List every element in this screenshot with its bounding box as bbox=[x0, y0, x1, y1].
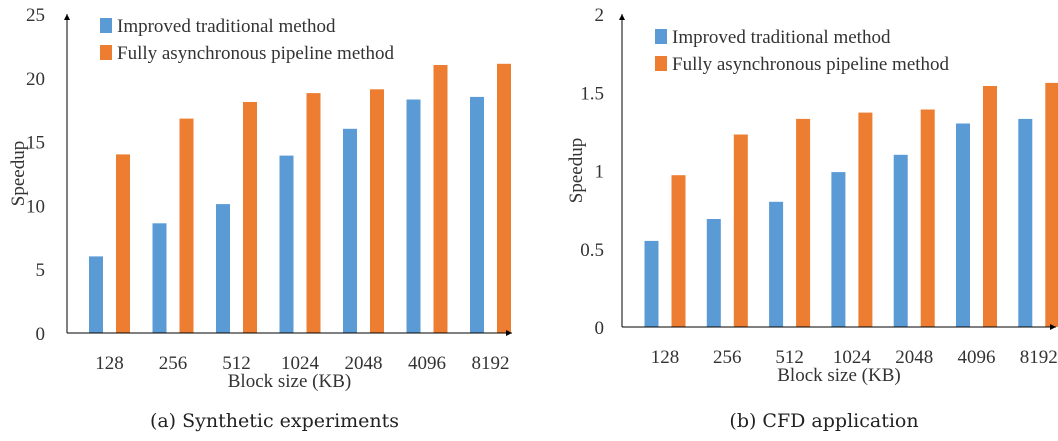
legend-label: Improved traditional method bbox=[117, 16, 336, 37]
y-axis-arrow bbox=[64, 14, 70, 20]
y-axis-title: Speedup bbox=[566, 138, 587, 203]
bar-fully-async-pipeline-8192 bbox=[1045, 82, 1058, 328]
y-tick-label: 15 bbox=[26, 133, 45, 154]
x-tick-label: 512 bbox=[222, 353, 251, 374]
chart-synthetic-experiments: 0 5 10 15 20 25 128 256 512 1024 2048 4096 8192 Block… bbox=[8, 5, 512, 432]
legend-label: Fully asynchronous pipeline method bbox=[672, 54, 950, 75]
bar-improved-traditional-128 bbox=[644, 240, 659, 327]
bar-improved-traditional-4096 bbox=[956, 123, 970, 327]
bar-improved-traditional-8192 bbox=[1018, 118, 1033, 328]
y-tick-label: 2 bbox=[595, 5, 605, 26]
bar-improved-traditional-512 bbox=[769, 201, 784, 327]
x-tick-label: 128 bbox=[651, 347, 680, 368]
bar-improved-traditional-2048 bbox=[893, 154, 908, 327]
bar-improved-traditional-256 bbox=[706, 219, 721, 327]
bar-fully-async-pipeline-512 bbox=[796, 118, 811, 328]
y-tick-label: 1.5 bbox=[580, 83, 604, 104]
x-tick-label: 4096 bbox=[958, 347, 996, 368]
legend-swatch bbox=[100, 45, 112, 60]
legend-swatch bbox=[100, 18, 112, 33]
y-tick-label: 0.5 bbox=[580, 240, 604, 261]
x-tick-label: 256 bbox=[713, 347, 742, 368]
x-tick-label: 8192 bbox=[472, 353, 510, 374]
legend-swatch bbox=[655, 56, 667, 71]
x-tick-label: 1024 bbox=[281, 353, 320, 374]
y-tick-label: 0 bbox=[595, 318, 605, 339]
bar-improved-traditional-256 bbox=[152, 223, 167, 333]
y-axis-title: Speedup bbox=[8, 141, 29, 206]
figure-caption: (a) Synthetic experiments bbox=[150, 410, 399, 432]
legend-label: Improved traditional method bbox=[672, 27, 891, 48]
bar-fully-async-pipeline-128 bbox=[671, 175, 686, 327]
y-tick-label: 25 bbox=[26, 5, 45, 26]
x-tick-label: 256 bbox=[159, 353, 188, 374]
x-axis-title: Block size (KB) bbox=[228, 371, 351, 392]
bar-improved-traditional-1024 bbox=[831, 172, 846, 327]
bar-fully-async-pipeline-1024 bbox=[858, 112, 873, 327]
x-tick-label: 2048 bbox=[345, 353, 383, 374]
bar-fully-async-pipeline-4096 bbox=[983, 86, 997, 327]
y-tick-label: 10 bbox=[26, 196, 45, 217]
chart-a-svg: 0 5 10 15 20 25 128 256 512 1024 2048 4096 8192 Block… bbox=[8, 5, 512, 432]
y-tick-label: 5 bbox=[36, 260, 46, 281]
bar-improved-traditional-128 bbox=[89, 256, 103, 333]
x-axis-arrow bbox=[1050, 324, 1056, 330]
x-tick-label: 2048 bbox=[895, 347, 933, 368]
bar-fully-async-pipeline-8192 bbox=[497, 63, 511, 334]
bar-fully-async-pipeline-512 bbox=[243, 102, 257, 333]
legend-label: Fully asynchronous pipeline method bbox=[117, 43, 395, 64]
bar-improved-traditional-2048 bbox=[343, 128, 357, 333]
y-tick-label: 1 bbox=[595, 162, 605, 183]
x-tick-label: 512 bbox=[775, 347, 804, 368]
bar-improved-traditional-512 bbox=[216, 204, 230, 333]
bar-improved-traditional-1024 bbox=[279, 155, 294, 333]
y-tick-label: 0 bbox=[36, 324, 46, 345]
x-tick-label: 128 bbox=[95, 353, 124, 374]
y-axis-arrow bbox=[619, 14, 625, 20]
bar-fully-async-pipeline-256 bbox=[179, 118, 194, 333]
figure-caption: (b) CFD application bbox=[729, 410, 918, 432]
bar-fully-async-pipeline-2048 bbox=[370, 89, 384, 333]
bar-fully-async-pipeline-2048 bbox=[920, 109, 935, 327]
legend-swatch bbox=[655, 29, 667, 44]
chart-b-svg: 0 0.5 1 1.5 2 128 256 512 1024 2048 4096 8192 Block … bbox=[566, 5, 1058, 432]
x-axis-arrow bbox=[506, 330, 512, 336]
x-tick-label: 4096 bbox=[408, 353, 446, 374]
bar-improved-traditional-4096 bbox=[406, 99, 421, 333]
bar-fully-async-pipeline-256 bbox=[733, 134, 748, 327]
bar-fully-async-pipeline-4096 bbox=[433, 65, 448, 333]
y-tick-label: 20 bbox=[26, 69, 45, 90]
x-tick-label: 1024 bbox=[833, 347, 872, 368]
bar-fully-async-pipeline-128 bbox=[116, 154, 130, 333]
x-axis-title: Block size (KB) bbox=[777, 365, 900, 386]
x-tick-label: 8192 bbox=[1020, 347, 1058, 368]
chart-cfd-application: 0 0.5 1 1.5 2 128 256 512 1024 2048 4096 8192 Block … bbox=[529, 0, 1058, 441]
bar-fully-async-pipeline-1024 bbox=[306, 93, 321, 333]
bar-improved-traditional-8192 bbox=[470, 96, 484, 334]
